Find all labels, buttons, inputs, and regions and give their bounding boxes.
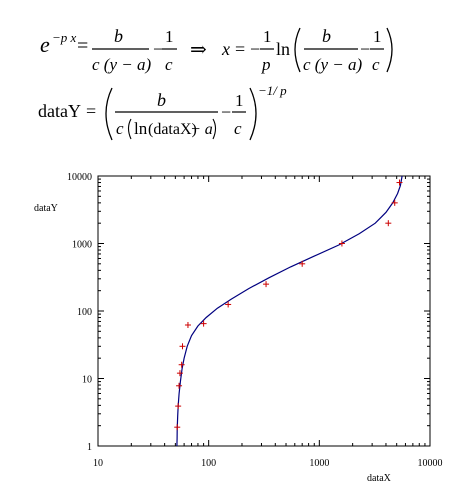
- data-point: [178, 361, 185, 368]
- eq1-frac2-denom: c: [165, 55, 173, 74]
- eq1b-inner-minus: −: [360, 39, 370, 59]
- data-point: [184, 322, 191, 329]
- equation-2: dataY = b c ln (dataX) − a − 1 c −1/ p: [38, 83, 287, 141]
- data-point: [396, 179, 403, 186]
- fit-curve: [176, 175, 403, 447]
- eq1b-inner-frac-denom: c: [372, 55, 380, 74]
- eq1b-minus: −: [250, 39, 260, 59]
- data-point: [299, 260, 306, 267]
- eq2-denom-right-paren: [212, 118, 217, 140]
- eq2-power: −1/ p: [258, 83, 287, 98]
- eq1-denom: c (y − a): [92, 55, 151, 74]
- data-point: [263, 281, 270, 288]
- x-tick-label: 1000: [309, 458, 329, 469]
- y-tick-label: 10: [82, 375, 92, 386]
- equation-1: e −p x = b c (y − a) − 1 c ⇒ x = − 1 p l…: [40, 26, 393, 74]
- eq1-numer: b: [114, 26, 123, 46]
- eq1b-ln: ln: [276, 39, 290, 59]
- eq2-denom-c: c: [116, 119, 124, 138]
- data-point: [338, 240, 345, 247]
- data-point: [385, 220, 392, 227]
- data-point: [225, 301, 232, 308]
- eq1-equals: =: [77, 35, 88, 57]
- eq2-frac2-denom: c: [234, 119, 242, 138]
- x-axis-label: dataX: [367, 473, 392, 484]
- data-point: [176, 382, 183, 389]
- y-axis-label: dataY: [34, 203, 58, 214]
- data-point: [174, 424, 181, 431]
- eq2-numer: b: [157, 90, 166, 110]
- eq2-frac2-numer: 1: [235, 91, 244, 110]
- plot-frame: [97, 175, 431, 447]
- x-tick-label: 100: [201, 458, 216, 469]
- eq2-minus: −: [221, 102, 231, 122]
- eq1-exp-power: −p x: [52, 30, 77, 45]
- x-tick-label: 10000: [418, 458, 443, 469]
- eq1b-inner-numer: b: [322, 26, 331, 46]
- eq1-frac2-numer: 1: [165, 27, 174, 46]
- y-tick-label: 1000: [72, 240, 92, 251]
- eq1b-equals: =: [235, 39, 245, 59]
- data-point: [176, 370, 183, 377]
- eq2-denom-left-paren: [127, 118, 132, 140]
- eq1b-lhs: x: [221, 39, 230, 59]
- eq2-denom-ln: ln: [134, 119, 148, 138]
- y-tick-label: 10000: [67, 172, 92, 183]
- y-tick-label: 100: [77, 307, 92, 318]
- eq2-big-right-paren: [249, 87, 257, 141]
- eq2-denom-minus-a: − a: [190, 121, 213, 138]
- eq2-equals: =: [86, 101, 96, 121]
- y-tick-label: 1: [87, 442, 92, 453]
- implies-arrow: ⇒: [190, 39, 207, 61]
- data-point: [179, 343, 186, 350]
- eq1b-left-paren: [294, 27, 301, 73]
- eq1-minus: −: [153, 39, 163, 59]
- eq2-denom-arg: (dataX): [148, 121, 197, 138]
- eq2-lhs: dataY: [38, 101, 81, 121]
- eq1b-frac-numer: 1: [263, 27, 272, 46]
- series-layer: [174, 175, 403, 447]
- eq1b-right-paren: [386, 27, 393, 73]
- eq1b-inner-frac-numer: 1: [373, 27, 382, 46]
- eq1b-inner-denom: c (y − a): [303, 55, 362, 74]
- equations: e −p x = b c (y − a) − 1 c ⇒ x = − 1 p l…: [38, 26, 393, 141]
- axis-ticks: [97, 176, 430, 447]
- eq1b-frac-denom: p: [261, 55, 271, 74]
- eq2-big-left-paren: [105, 87, 113, 141]
- data-point: [391, 199, 398, 206]
- eq1-exp-base: e: [40, 32, 50, 57]
- x-tick-label: 10: [93, 458, 103, 469]
- data-point: [200, 320, 207, 327]
- data-point: [175, 403, 182, 410]
